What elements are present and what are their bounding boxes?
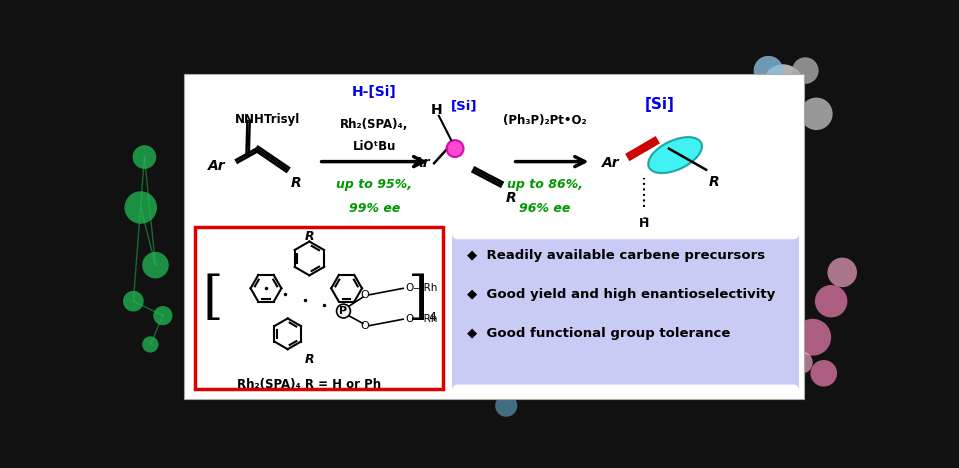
Text: ◆  Good yield and high enantioselectivity: ◆ Good yield and high enantioselectivity xyxy=(467,288,776,301)
Circle shape xyxy=(800,97,832,130)
Circle shape xyxy=(153,306,173,325)
Text: O—Rh: O—Rh xyxy=(406,314,438,324)
Circle shape xyxy=(495,395,517,417)
Circle shape xyxy=(792,57,819,84)
Circle shape xyxy=(790,351,812,373)
Text: R: R xyxy=(710,175,720,189)
Text: 99% ee: 99% ee xyxy=(349,202,400,215)
Text: 4: 4 xyxy=(429,311,436,324)
Text: Ar: Ar xyxy=(601,156,620,170)
Text: (Ph₃P)₂Pt•O₂: (Ph₃P)₂Pt•O₂ xyxy=(503,115,587,127)
Circle shape xyxy=(123,291,144,312)
Circle shape xyxy=(828,257,857,287)
Text: ]: ] xyxy=(408,272,428,323)
Circle shape xyxy=(142,336,158,352)
Text: ◆  Good functional group tolerance: ◆ Good functional group tolerance xyxy=(467,327,731,340)
Text: ◆  Readily available carbene precursors: ◆ Readily available carbene precursors xyxy=(467,249,765,263)
Ellipse shape xyxy=(447,140,463,157)
Text: Ar: Ar xyxy=(208,160,225,174)
FancyBboxPatch shape xyxy=(452,233,799,391)
Text: up to 86%,: up to 86%, xyxy=(507,178,583,191)
Circle shape xyxy=(337,304,350,318)
Text: R: R xyxy=(305,230,315,243)
Text: O: O xyxy=(361,290,369,300)
Bar xyxy=(183,74,804,399)
Text: R: R xyxy=(506,191,517,205)
Circle shape xyxy=(132,145,156,169)
Circle shape xyxy=(815,285,848,317)
Text: NNHTrisyl: NNHTrisyl xyxy=(235,113,300,126)
Ellipse shape xyxy=(648,137,702,173)
Text: Rh₂(SPA)₄ R = H or Ph: Rh₂(SPA)₄ R = H or Ph xyxy=(237,378,382,391)
Text: H̄: H̄ xyxy=(639,217,649,230)
Text: [Si]: [Si] xyxy=(644,97,674,112)
Circle shape xyxy=(762,64,804,106)
Circle shape xyxy=(794,319,831,356)
Text: [: [ xyxy=(203,272,223,323)
Circle shape xyxy=(754,56,784,85)
Text: H-[Si]: H-[Si] xyxy=(352,85,397,99)
Text: P: P xyxy=(339,306,347,316)
Text: H: H xyxy=(431,102,443,117)
Circle shape xyxy=(125,191,157,224)
Circle shape xyxy=(810,360,837,387)
Text: O—Rh: O—Rh xyxy=(406,283,438,293)
Text: up to 95%,: up to 95%, xyxy=(337,178,412,191)
Text: LiOᵗBu: LiOᵗBu xyxy=(353,140,396,154)
Text: R: R xyxy=(305,353,315,366)
Bar xyxy=(195,227,443,389)
Text: O: O xyxy=(361,321,369,331)
Circle shape xyxy=(521,384,536,399)
Circle shape xyxy=(142,252,169,278)
Text: Ar: Ar xyxy=(412,156,431,170)
Text: [Si]: [Si] xyxy=(451,100,478,113)
Text: 96% ee: 96% ee xyxy=(519,202,571,215)
Text: Rh₂(SPA)₄,: Rh₂(SPA)₄, xyxy=(340,118,409,131)
Text: R: R xyxy=(291,176,301,190)
